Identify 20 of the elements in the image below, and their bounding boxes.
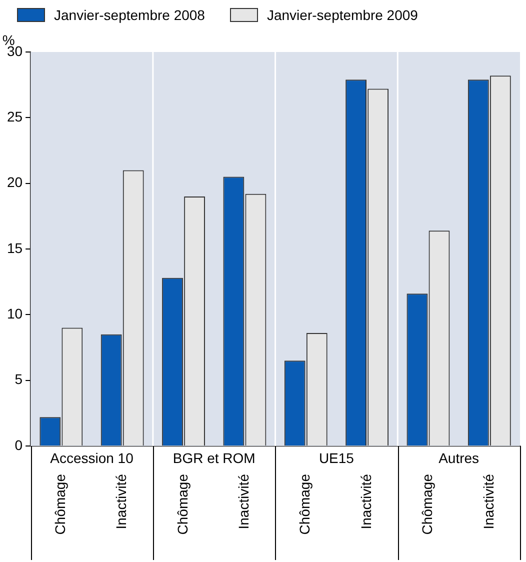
- text: UE15: [318, 450, 354, 466]
- x-tick-label: Chômage: [52, 474, 68, 535]
- y-tick-label: 25: [6, 108, 23, 125]
- text: Autres: [438, 450, 480, 466]
- y-tick-label: 10: [6, 306, 23, 322]
- text: Accession 10: [50, 450, 134, 466]
- y-tick-label: 0: [14, 436, 23, 453]
- y-tick-label: 15: [6, 240, 23, 256]
- x-tick-label: Chômage: [174, 474, 190, 535]
- x-tick-label: Inactivité: [113, 474, 130, 530]
- y-tick-label: 20: [6, 174, 23, 190]
- x-tick-label: Inactivité: [358, 474, 374, 530]
- legend-label: Janvier-septembre 2009: [266, 7, 418, 23]
- x-tick-label: Inactivité: [480, 474, 496, 530]
- x-tick-label: Inactivité: [236, 474, 252, 530]
- x-tick-label: Chômage: [419, 474, 436, 535]
- x-tick-label: Chômage: [296, 474, 313, 535]
- legend-label: Janvier-septembre 2008: [54, 7, 205, 23]
- text: BGR et ROM: [172, 450, 256, 466]
- y-tick-label: 5: [14, 371, 23, 388]
